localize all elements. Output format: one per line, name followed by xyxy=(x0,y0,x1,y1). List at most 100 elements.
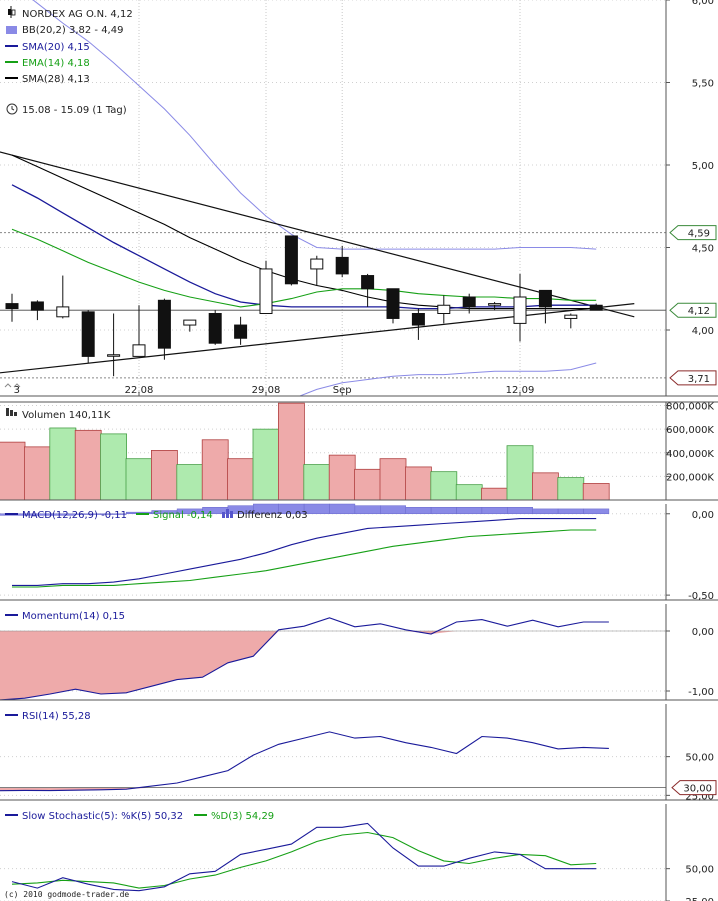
bollinger-lower-line xyxy=(298,362,597,396)
macd-histogram-bar xyxy=(405,507,432,515)
volume-bar xyxy=(582,483,610,501)
macd-histogram-bar xyxy=(303,503,330,515)
candle-body xyxy=(107,354,121,357)
legend-differenz: Differenz 0,03 xyxy=(237,510,308,521)
trend-line-1 xyxy=(0,303,635,374)
macd-histogram-bar xyxy=(329,503,356,515)
volume-bar xyxy=(23,446,51,501)
volume-bar xyxy=(430,471,458,501)
volume-bar xyxy=(328,454,356,501)
candle-body xyxy=(488,303,502,306)
macd-histogram-bar xyxy=(354,505,381,515)
candle-body xyxy=(310,258,324,270)
candle xyxy=(157,298,171,360)
candle xyxy=(107,313,121,377)
candle xyxy=(538,289,552,324)
price-panel: 6,00 5,50 5,00 4,50 4,00 22.08 29.08 Sep 12.09 3 4… xyxy=(0,0,718,397)
price-callout-label: 4,59 xyxy=(688,229,710,240)
rsi-y-tick-label: 50,00 xyxy=(685,753,714,764)
candle-body xyxy=(437,304,451,314)
price-callout-label: 3,71 xyxy=(688,374,710,385)
macd-panel: 0,00 -0,50 xyxy=(0,503,718,602)
candle-body xyxy=(56,306,70,318)
stochastic-panel: 50,00 25,00 xyxy=(0,804,714,901)
price-callout-box xyxy=(669,302,717,318)
volume-bar xyxy=(506,445,534,501)
price-y-tick-label: 5,00 xyxy=(692,161,714,172)
candle xyxy=(259,260,273,315)
volume-bar xyxy=(252,428,280,501)
stoch-d-line xyxy=(11,831,597,889)
trend-line-0 xyxy=(0,151,635,318)
price-series xyxy=(0,0,635,396)
macd-line xyxy=(12,518,597,586)
bollinger-upper-line xyxy=(32,0,597,250)
candle-body xyxy=(157,299,171,349)
candle-icon xyxy=(8,9,11,15)
stoch-k-line xyxy=(11,822,597,892)
candle-body xyxy=(284,235,298,285)
momentum-legend: Momentum(14) 0,15 xyxy=(22,611,125,622)
volume-bar xyxy=(0,441,26,501)
price-x-tick-label: 12.09 xyxy=(506,385,535,396)
candle-body xyxy=(234,324,248,339)
volume-legend: Volumen 140,11K xyxy=(22,410,111,421)
candle-body xyxy=(589,304,603,311)
volume-bar xyxy=(379,458,407,501)
volume-bar xyxy=(354,468,382,501)
scroll-arrows-icon xyxy=(4,383,21,388)
volume-bars-icon xyxy=(6,408,9,416)
volume-bar xyxy=(532,472,559,501)
price-legend-icons xyxy=(5,6,18,115)
volume-bar xyxy=(74,429,102,501)
histogram-icon xyxy=(222,512,225,518)
macd-histogram-bar xyxy=(507,507,533,515)
legend-stoch-k: Slow Stochastic(5): %K(5) 50,32 xyxy=(22,811,183,822)
volume-bar xyxy=(201,439,229,501)
histogram-icon xyxy=(226,509,229,518)
macd-histogram-bar xyxy=(481,507,508,515)
volume-panel: 800,000K 600,000K 400,000K 200,000K xyxy=(0,401,718,501)
legend-signal: Signal -0,14 xyxy=(153,510,213,521)
candle-body xyxy=(259,268,273,315)
candle-body xyxy=(513,296,527,324)
candle xyxy=(564,313,578,329)
volume-bar xyxy=(277,402,305,501)
momentum-negative-area xyxy=(0,631,609,700)
candle-body xyxy=(411,313,425,326)
price-callout: 3,71 xyxy=(669,370,717,386)
macd-histogram-bar xyxy=(583,508,610,515)
candle-body xyxy=(132,344,146,357)
rsi-threshold-label: 30,00 xyxy=(683,784,712,795)
price-x-tick-label: 3 xyxy=(14,385,20,396)
clock-icon xyxy=(11,106,15,111)
candle-body xyxy=(335,256,349,275)
price-x-tick-label: Sep xyxy=(333,385,352,396)
stochastic-legend: Slow Stochastic(5): %K(5) 50,32 %D(3) 54… xyxy=(22,811,274,822)
rsi-legend: RSI(14) 55,28 xyxy=(22,711,91,722)
ema14-line xyxy=(11,228,597,308)
macd-legend: MACD(12,26,9) -0,11 Signal -0,14 Differe… xyxy=(22,510,308,521)
volume-bar xyxy=(303,464,331,501)
candle xyxy=(386,288,400,324)
volume-bar xyxy=(481,487,509,501)
macd-histogram-bar xyxy=(100,513,127,515)
momentum-panel: 0,00 -1,00 xyxy=(0,604,718,701)
candle xyxy=(132,305,146,357)
rsi-line xyxy=(0,731,609,792)
candle-body xyxy=(208,313,222,344)
volume-y-tick-label: 800,000K xyxy=(666,402,714,413)
legend-sma20: SMA(20) 4,15 xyxy=(22,42,90,53)
volume-bar xyxy=(227,458,255,501)
macd-histogram-bar xyxy=(532,508,559,515)
macd-histogram-bar xyxy=(430,507,457,515)
price-legend: NORDEX AG O.N. 4,12 BB(20,2) 3,82 - 4,49… xyxy=(22,9,133,116)
candle xyxy=(183,319,197,332)
band-icon xyxy=(6,26,17,34)
candle xyxy=(208,310,222,345)
candle-body xyxy=(361,275,375,290)
volume-bars-icon xyxy=(14,412,17,416)
candle-body xyxy=(81,311,95,357)
